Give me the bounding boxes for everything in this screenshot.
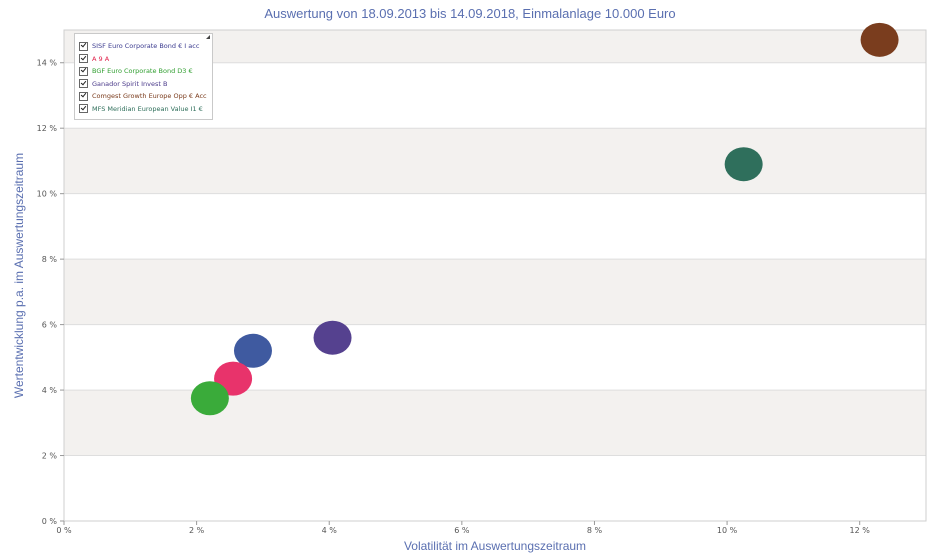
y-axis-ticks: 0 % 2 % 4 % 6 % 8 % 10 % 12 % 14 % bbox=[37, 59, 64, 526]
legend-label: BGF Euro Corporate Bond D3 € bbox=[92, 67, 193, 76]
legend-checkbox[interactable] bbox=[79, 104, 88, 114]
legend-label: Comgest Growth Europe Opp € Acc bbox=[92, 92, 207, 101]
grid-band bbox=[64, 128, 926, 194]
x-tick-label: 12 % bbox=[850, 526, 871, 535]
legend-label: SISF Euro Corporate Bond € I acc bbox=[92, 42, 200, 51]
legend-checkbox[interactable] bbox=[79, 91, 88, 101]
y-tick-label: 14 % bbox=[37, 59, 58, 68]
x-tick-label: 8 % bbox=[587, 526, 603, 535]
x-tick-label: 6 % bbox=[454, 526, 470, 535]
legend-item[interactable]: Ganador Spirit Invest B bbox=[79, 78, 209, 91]
legend-label: A 9 A bbox=[92, 54, 110, 63]
data-point-bubble[interactable] bbox=[313, 320, 352, 355]
y-tick-label: 6 % bbox=[42, 321, 58, 330]
data-point-bubble[interactable] bbox=[233, 333, 272, 368]
x-tick-label: 0 % bbox=[56, 526, 72, 535]
y-tick-label: 10 % bbox=[37, 190, 58, 199]
y-axis-title: Wertentwicklung p.a. im Auswertungszeitr… bbox=[12, 153, 26, 398]
y-tick-label: 12 % bbox=[37, 124, 58, 133]
legend-label: Ganador Spirit Invest B bbox=[92, 79, 168, 88]
legend: SISF Euro Corporate Bond € I acc A 9 A BGF… bbox=[74, 33, 213, 120]
data-point-bubble[interactable] bbox=[860, 22, 899, 57]
legend-item[interactable]: BGF Euro Corporate Bond D3 € bbox=[79, 65, 209, 78]
legend-label: MFS Meridian European Value I1 € bbox=[92, 104, 203, 113]
legend-resize-grip-icon[interactable] bbox=[206, 35, 210, 39]
chart-title: Auswertung von 18.09.2013 bis 14.09.2018… bbox=[264, 6, 676, 21]
legend-checkbox[interactable] bbox=[79, 54, 88, 64]
x-tick-label: 2 % bbox=[189, 526, 205, 535]
grid-band bbox=[64, 259, 926, 325]
y-tick-label: 2 % bbox=[42, 452, 58, 461]
legend-checkbox[interactable] bbox=[79, 66, 88, 76]
data-point-bubble[interactable] bbox=[190, 381, 229, 416]
x-tick-label: 4 % bbox=[322, 526, 338, 535]
legend-item[interactable]: SISF Euro Corporate Bond € I acc bbox=[79, 40, 209, 53]
y-tick-label: 0 % bbox=[42, 517, 58, 526]
legend-checkbox[interactable] bbox=[79, 41, 88, 51]
legend-item[interactable]: MFS Meridian European Value I1 € bbox=[79, 103, 209, 116]
legend-item[interactable]: A 9 A bbox=[79, 53, 209, 66]
x-axis-ticks: 0 % 2 % 4 % 6 % 8 % 10 % 12 % bbox=[56, 521, 870, 535]
x-tick-label: 10 % bbox=[717, 526, 738, 535]
legend-item[interactable]: Comgest Growth Europe Opp € Acc bbox=[79, 90, 209, 103]
data-points bbox=[190, 22, 899, 416]
x-axis-title: Volatilität im Auswertungszeitraum bbox=[404, 539, 586, 553]
y-tick-label: 8 % bbox=[42, 255, 58, 264]
legend-checkbox[interactable] bbox=[79, 79, 88, 89]
data-point-bubble[interactable] bbox=[724, 147, 763, 182]
plot-area bbox=[63, 29, 927, 522]
y-tick-label: 4 % bbox=[42, 386, 58, 395]
